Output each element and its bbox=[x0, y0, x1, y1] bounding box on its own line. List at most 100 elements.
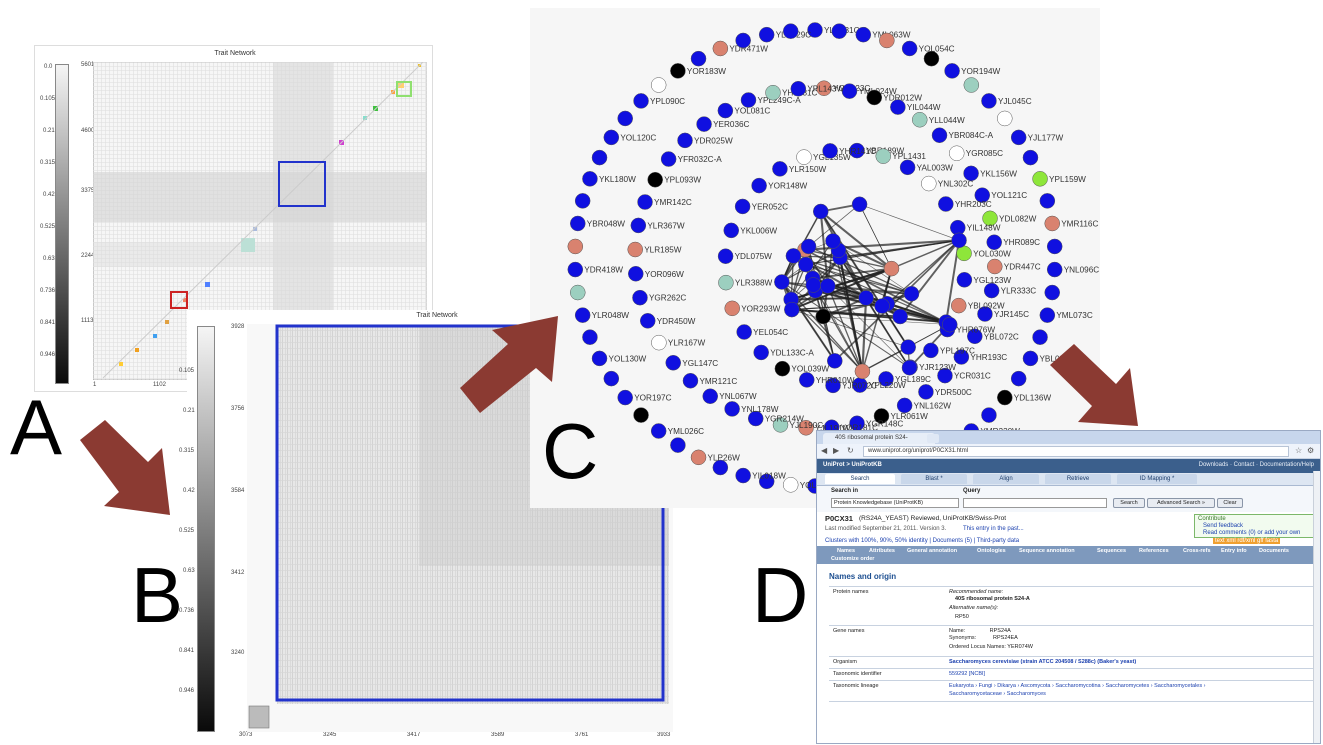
clusters-line[interactable]: Clusters with 100%, 90%, 50% identity | … bbox=[825, 538, 1020, 544]
back-icon[interactable]: ◀ bbox=[821, 446, 828, 455]
network-node bbox=[740, 92, 757, 108]
network-node bbox=[717, 248, 734, 264]
network-node-label: YOL054C bbox=[919, 44, 955, 53]
wrench-icon[interactable]: ⚙ bbox=[1307, 446, 1315, 455]
network-node bbox=[734, 198, 751, 215]
customize-order-link[interactable]: Customize order bbox=[831, 556, 875, 562]
network-node bbox=[751, 177, 767, 194]
network-node bbox=[1022, 350, 1039, 367]
network-node bbox=[772, 417, 789, 433]
uniprot-header: UniProt > UniProtKB Downloads · Contact … bbox=[817, 459, 1320, 473]
network-node bbox=[774, 274, 790, 290]
network-node bbox=[627, 241, 643, 258]
reload-icon[interactable]: ↻ bbox=[847, 446, 854, 455]
network-node bbox=[921, 175, 937, 192]
network-node bbox=[918, 384, 934, 400]
section-general-annotation[interactable]: General annotation bbox=[907, 548, 958, 554]
search-button[interactable]: Search bbox=[1113, 498, 1145, 508]
network-node-label: YOR197C bbox=[634, 394, 671, 403]
search-in-label: Search in bbox=[831, 488, 859, 494]
panel-c: YLR031C-AYML063WYOL054CYOR194WYJL045CYJL… bbox=[530, 8, 1100, 508]
network-node-label: YNL302C bbox=[938, 180, 974, 189]
network-node bbox=[665, 355, 681, 371]
read-comments-link[interactable]: Read comments (0) or add your own bbox=[1203, 530, 1301, 536]
tab-search[interactable]: Search bbox=[825, 474, 895, 484]
section-sequence-annotation[interactable]: Sequence annotation bbox=[1019, 548, 1075, 554]
uniprot-top-links[interactable]: Downloads · Contact · Documentation/Help bbox=[1198, 462, 1314, 468]
panel-b-thumbnail bbox=[248, 705, 270, 729]
network-node bbox=[690, 50, 707, 67]
network-node-label: YGL147C bbox=[682, 359, 718, 368]
send-feedback-link[interactable]: Send feedback bbox=[1203, 523, 1244, 529]
tab-align[interactable]: Align bbox=[973, 474, 1039, 484]
network-node-label: YNL162W bbox=[914, 401, 952, 410]
network-node-label: YLR150W bbox=[789, 165, 827, 174]
uniprot-logo[interactable]: UniProt > UniProtKB bbox=[823, 462, 882, 468]
tab-blast[interactable]: Blast * bbox=[901, 474, 967, 484]
network-node-label: YMR121C bbox=[699, 377, 737, 386]
section-ontologies[interactable]: Ontologies bbox=[977, 548, 1006, 554]
format-badges[interactable]: text xml rdf/xml gff fasta bbox=[1213, 538, 1281, 544]
browser-tab[interactable]: 40S ribosomal protein S24- bbox=[823, 433, 935, 444]
arrow-b-to-c bbox=[460, 316, 558, 413]
network-node bbox=[883, 260, 900, 277]
network-edge bbox=[791, 309, 909, 348]
section-documents[interactable]: Documents bbox=[1259, 548, 1289, 554]
network-node bbox=[858, 290, 874, 306]
network-node-label: YML073C bbox=[1056, 311, 1092, 320]
panel-b-title: Trait Network bbox=[416, 312, 458, 319]
advanced-search-button[interactable]: Advanced Search » bbox=[1147, 498, 1215, 508]
network-node bbox=[785, 248, 802, 264]
forward-icon[interactable]: ▶ bbox=[833, 446, 840, 455]
network-node-label: YLR167W bbox=[668, 339, 706, 348]
network-node-label: YJR072C bbox=[842, 381, 877, 390]
network-node bbox=[873, 408, 890, 424]
network-node-label: YDR500C bbox=[935, 388, 972, 397]
network-node-label: YLL044W bbox=[929, 116, 965, 125]
network-node bbox=[938, 196, 954, 212]
network-node-label: YCR031C bbox=[954, 372, 991, 381]
network-node bbox=[660, 151, 677, 167]
url-field[interactable]: www.uniprot.org/uniprot/P0CX31.html bbox=[863, 446, 1289, 457]
network-node bbox=[765, 84, 781, 101]
query-input[interactable] bbox=[963, 498, 1107, 508]
network-node bbox=[690, 449, 707, 466]
section-attributes[interactable]: Attributes bbox=[869, 548, 895, 554]
section-cross-refs[interactable]: Cross-refs bbox=[1183, 548, 1211, 554]
network-node bbox=[937, 367, 953, 384]
new-tab-button[interactable] bbox=[927, 434, 939, 443]
network-node bbox=[831, 23, 848, 39]
panel-d-browser: 40S ribosomal protein S24- ◀ ▶ ↻ www.uni… bbox=[816, 430, 1321, 744]
database-select[interactable]: Protein Knowledgebase (UniProtKB) bbox=[831, 498, 959, 508]
label-b: B bbox=[131, 551, 184, 639]
network-node bbox=[896, 397, 913, 414]
network-edge bbox=[859, 203, 960, 241]
network-node-label: YDL075W bbox=[735, 252, 773, 261]
network-node-label: YGR262C bbox=[649, 294, 686, 303]
network-node bbox=[582, 171, 598, 187]
network-node-label: YOL121C bbox=[991, 191, 1027, 200]
network-node-label: YDL133C-A bbox=[770, 348, 814, 357]
section-names[interactable]: Names bbox=[837, 548, 856, 554]
section-entry-info[interactable]: Entry info bbox=[1221, 548, 1247, 554]
history-link[interactable]: This entry in the past... bbox=[963, 526, 1024, 532]
section-sequences[interactable]: Sequences bbox=[1097, 548, 1127, 554]
network-node bbox=[874, 298, 890, 314]
section-references[interactable]: References bbox=[1139, 548, 1169, 554]
network-node-label: YOL039W bbox=[791, 365, 829, 374]
network-node bbox=[912, 112, 928, 128]
network-node-label: YJR145C bbox=[994, 310, 1029, 319]
tab-id-mapping[interactable]: ID Mapping * bbox=[1117, 474, 1197, 484]
network-node bbox=[574, 307, 591, 323]
clear-button[interactable]: Clear bbox=[1217, 498, 1243, 508]
network-node-label: YKL156W bbox=[980, 169, 1017, 178]
network-node bbox=[851, 196, 868, 213]
network-node bbox=[890, 99, 906, 115]
network-node-label: YIL044W bbox=[907, 103, 941, 112]
tab-retrieve[interactable]: Retrieve bbox=[1045, 474, 1111, 484]
browser-tab-bar: 40S ribosomal protein S24- bbox=[817, 431, 1320, 444]
network-node bbox=[1044, 215, 1060, 232]
network-node bbox=[798, 420, 814, 436]
browser-scrollbar[interactable] bbox=[1313, 471, 1320, 743]
bookmark-star-icon[interactable]: ☆ bbox=[1295, 446, 1303, 455]
